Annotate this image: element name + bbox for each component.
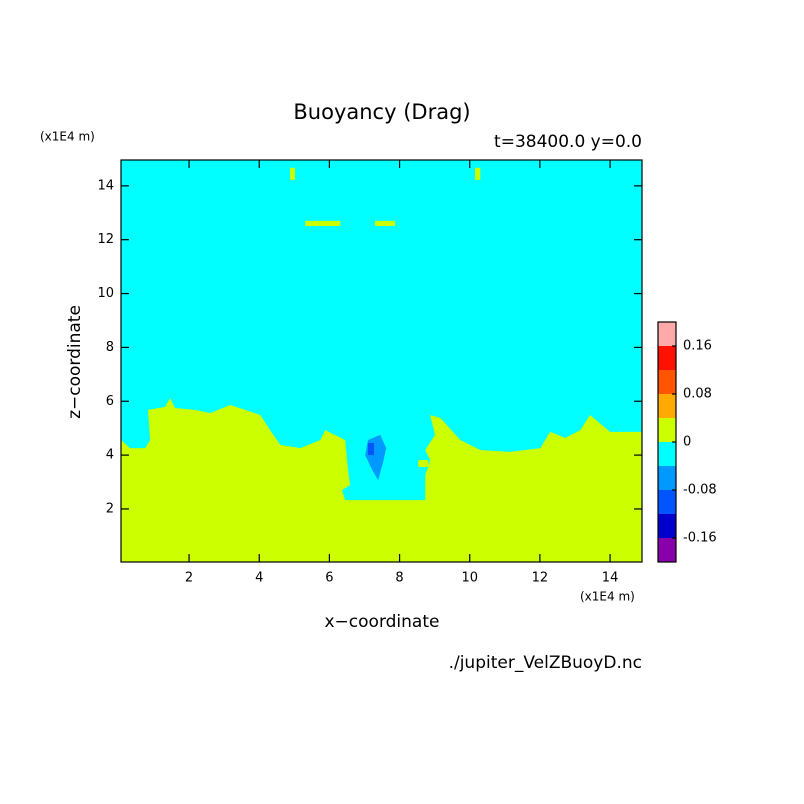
colorbar-tick-label: 0.08: [683, 387, 712, 402]
y-tick-label: 6: [106, 394, 114, 409]
y-tick-label: 12: [97, 232, 114, 247]
colorbar-tick-label: -0.16: [683, 531, 717, 546]
colorbar-swatch: [658, 490, 676, 514]
contour-region: [475, 167, 481, 180]
y-tick-label: 2: [106, 501, 114, 516]
x-tick-label: 8: [395, 571, 403, 586]
y-tick-label: 8: [106, 340, 114, 355]
file-name: ./jupiter_VelZBuoyD.nc: [449, 653, 642, 673]
colorbar-tick-label: -0.08: [683, 483, 717, 498]
contour-region: [290, 167, 295, 180]
contour-region: [418, 460, 429, 467]
contour-field: [121, 160, 642, 562]
contour-region: [368, 443, 374, 456]
contour-region: [121, 398, 642, 562]
x-tick-label: 12: [532, 571, 549, 586]
x-unit: (x1E4 m): [580, 590, 635, 604]
colorbar-swatch: [658, 538, 676, 562]
x-tick-label: 10: [461, 571, 478, 586]
colorbar-swatch: [658, 394, 676, 418]
colorbar-tick-label: 0: [683, 435, 691, 450]
x-axis-label: x−coordinate: [325, 612, 440, 632]
y-axis-label: z−coordinate: [65, 305, 85, 419]
y-tick-label: 10: [97, 286, 114, 301]
x-tick-label: 4: [255, 571, 263, 586]
y-tick-label: 14: [97, 178, 114, 193]
colorbar-swatch: [658, 370, 676, 394]
x-tick-label: 14: [602, 571, 619, 586]
colorbar-swatch: [658, 442, 676, 466]
chart-subtitle: t=38400.0 y=0.0: [494, 132, 642, 152]
x-tick-label: 2: [185, 571, 193, 586]
colorbar-swatch: [658, 346, 676, 370]
colorbar-swatch: [658, 418, 676, 442]
y-tick-label: 4: [106, 448, 114, 463]
colorbar-swatch: [658, 466, 676, 490]
contour-region: [305, 220, 341, 226]
colorbar-swatch: [658, 514, 676, 538]
colorbar-swatch: [658, 322, 676, 346]
colorbar-tick-label: 0.16: [683, 339, 712, 354]
chart-title: Buoyancy (Drag): [293, 100, 470, 124]
y-unit: (x1E4 m): [40, 130, 95, 144]
x-tick-label: 6: [325, 571, 333, 586]
plot-frame: [120, 159, 643, 563]
contour-region: [375, 220, 395, 226]
